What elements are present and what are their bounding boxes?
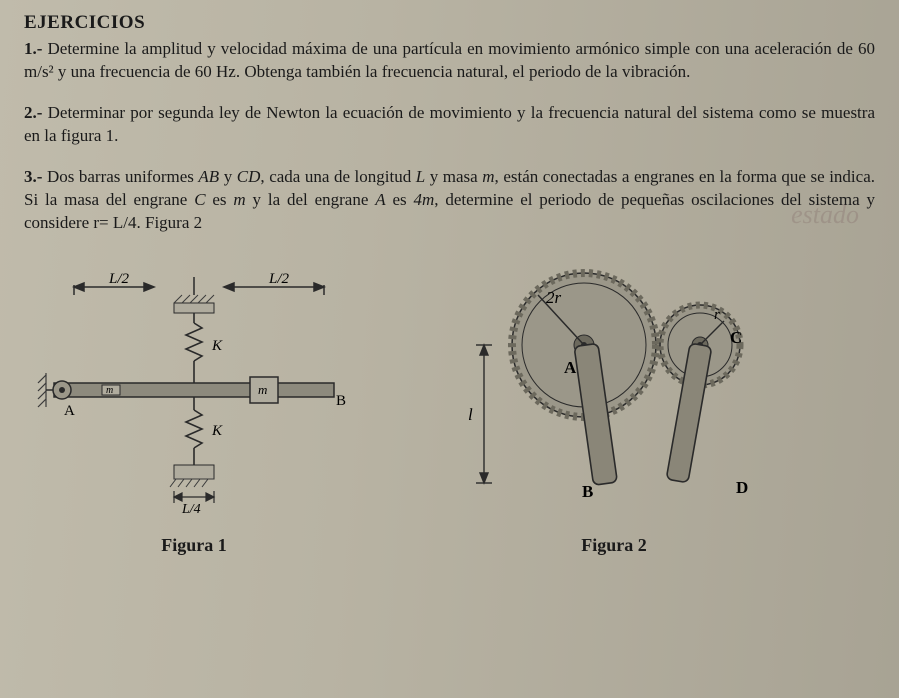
problem-1-text: Determine la amplitud y velocidad máxima… bbox=[24, 39, 875, 81]
figure-2-caption: Figura 2 bbox=[581, 535, 647, 556]
fig2-l: l bbox=[468, 405, 473, 424]
fig2-C: C bbox=[730, 328, 742, 347]
fig1-K-top: K bbox=[211, 338, 223, 354]
figure-row: L/2 L/2 K bbox=[24, 265, 875, 556]
fig1-m-left: m bbox=[106, 385, 113, 396]
figure-1-caption: Figura 1 bbox=[161, 535, 227, 556]
page: EJERCICIOS 1.- Determine la amplitud y v… bbox=[0, 0, 899, 698]
problem-2-text: Determinar por segunda ley de Newton la … bbox=[24, 103, 875, 145]
fig1-A: A bbox=[64, 403, 75, 419]
fig2-A: A bbox=[564, 358, 577, 377]
fig1-Lhalf-left: L/2 bbox=[108, 271, 130, 287]
fig2-2r: 2r bbox=[546, 288, 562, 307]
figure-1-svg: L/2 L/2 K bbox=[24, 265, 364, 525]
problem-1-num: 1.- bbox=[24, 39, 42, 58]
problem-2-num: 2.- bbox=[24, 103, 42, 122]
figure-2-svg: 2r A r C B bbox=[404, 265, 824, 525]
problem-3-num: 3.- bbox=[24, 167, 42, 186]
fig1-Lfourth: L/4 bbox=[181, 502, 201, 517]
problem-1: 1.- Determine la amplitud y velocidad má… bbox=[24, 38, 875, 84]
fig1-K-bot: K bbox=[211, 423, 223, 439]
fig1-Lhalf-right: L/2 bbox=[268, 271, 290, 287]
fig1-B: B bbox=[336, 393, 346, 409]
fig2-B: B bbox=[582, 482, 593, 501]
fig1-m-right: m bbox=[258, 382, 267, 397]
problem-2: 2.- Determinar por segunda ley de Newton… bbox=[24, 102, 875, 148]
heading: EJERCICIOS bbox=[24, 12, 875, 34]
problem-3: 3.- Dos barras uniformes AB y CD, cada u… bbox=[24, 166, 875, 235]
fig2-D: D bbox=[736, 478, 748, 497]
fig2-r: r bbox=[714, 307, 720, 323]
figure-2-cell: 2r A r C B bbox=[404, 265, 824, 556]
figure-1-cell: L/2 L/2 K bbox=[24, 265, 364, 556]
